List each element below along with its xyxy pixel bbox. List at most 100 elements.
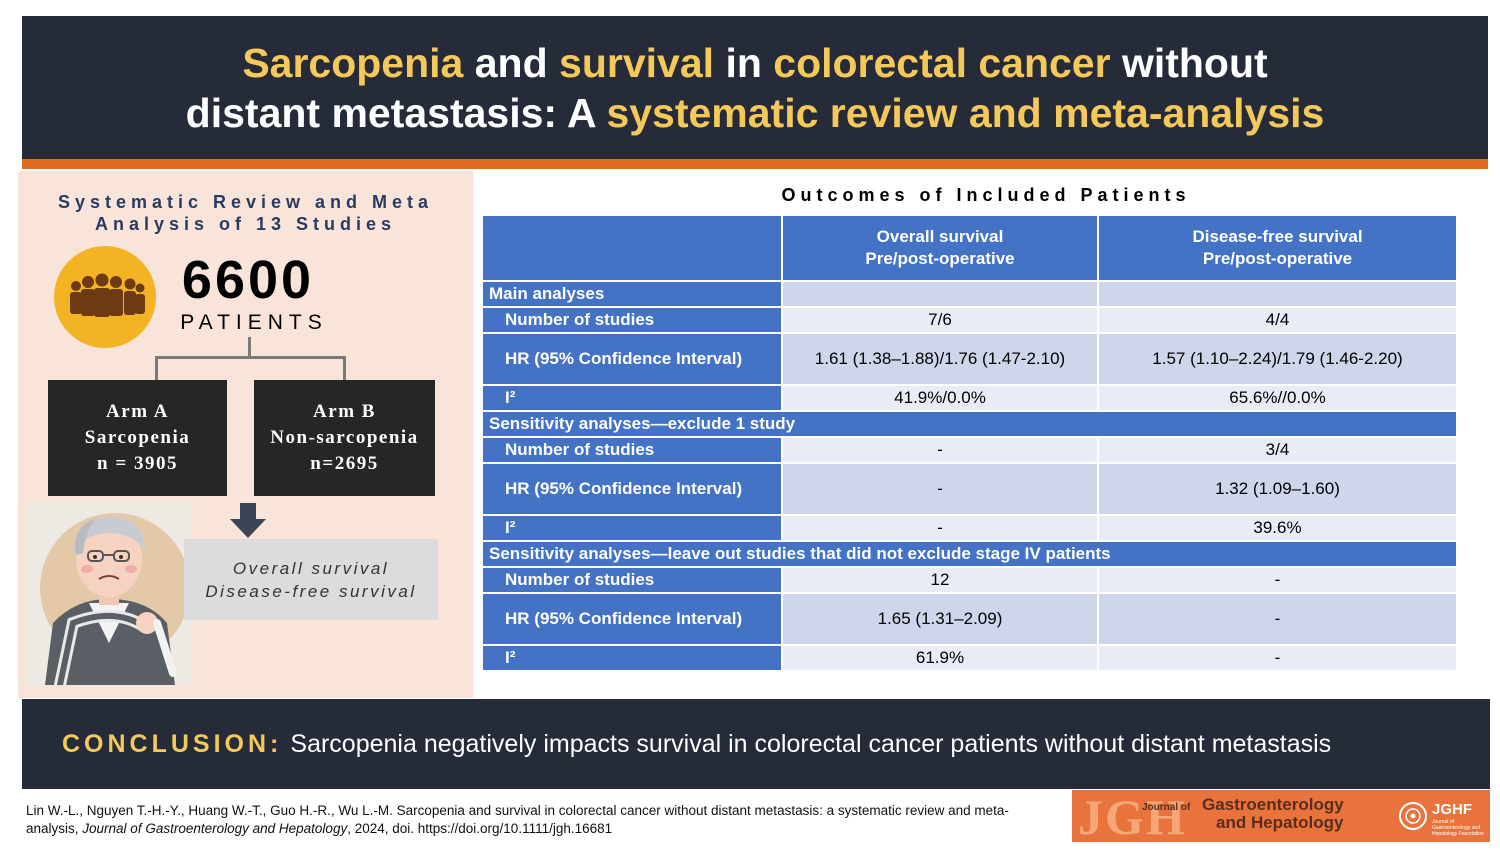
cell-overall-survival: 61.9% — [781, 644, 1099, 672]
jghf-logo-subtext: Journal of Gastroenterology and Hepatolo… — [1432, 819, 1484, 837]
row-label: Number of studies — [481, 566, 783, 594]
journal-logo: JGH Journal of Gastroenterology and Hepa… — [1072, 790, 1490, 842]
outcomes-box: Overall survival Disease-free survival — [184, 539, 438, 620]
section-title: Sensitivity analyses—leave out studies t… — [481, 540, 1458, 568]
table-row: I² 41.9%/0.0% 65.6%//0.0% — [481, 384, 1458, 412]
arm-a-n: n = 3905 — [97, 453, 178, 474]
header-blank-cell — [481, 214, 783, 282]
logo-name-line-1: Gastroenterology — [1202, 795, 1344, 814]
row-label: I² — [481, 384, 783, 412]
title-line-1: Sarcopenia and survival in colorectal ca… — [242, 38, 1267, 88]
row-label: HR (95% Confidence Interval) — [481, 462, 783, 516]
table-section-row: Main analyses — [481, 280, 1458, 308]
arm-a-title: Arm A — [106, 401, 169, 422]
patient-illustration — [25, 503, 192, 685]
cell-overall-survival: - — [781, 514, 1099, 542]
cell-disease-free-survival: - — [1097, 592, 1458, 646]
cell-disease-free-survival: 3/4 — [1097, 436, 1458, 464]
row-label: I² — [481, 644, 783, 672]
arm-b-box: Arm B Non-sarcopenia n=2695 — [254, 380, 435, 496]
title-text: and — [463, 39, 560, 86]
table-section-row: Sensitivity analyses—leave out studies t… — [481, 540, 1458, 568]
arm-b-title: Arm B — [313, 401, 376, 422]
outcome-disease-free-survival: Disease-free survival — [205, 581, 417, 601]
connector-left — [155, 356, 158, 380]
table-row: HR (95% Confidence Interval) 1.65 (1.31–2… — [481, 592, 1458, 646]
jgh-logo-letters: JGH — [1078, 790, 1187, 842]
cell-disease-free-survival: - — [1097, 644, 1458, 672]
table-row: I² -39.6% — [481, 514, 1458, 542]
table-row: I² 61.9% - — [481, 644, 1458, 672]
jghf-seal-icon — [1399, 802, 1427, 830]
review-title-line-2: Analysis of 13 Studies — [94, 214, 397, 234]
cell-disease-free-survival: 4/4 — [1097, 306, 1458, 334]
title-highlight: survival — [559, 39, 715, 86]
cell-disease-free-survival: 1.57 (1.10–2.24)/1.79 (1.46-2.20) — [1097, 332, 1458, 386]
divider-bar — [22, 159, 1488, 169]
cell-disease-free-survival: 39.6% — [1097, 514, 1458, 542]
study-overview-panel: Systematic Review and Meta Analysis of 1… — [18, 171, 473, 698]
table-row: HR (95% Confidence Interval) -1.32 (1.09–… — [481, 462, 1458, 516]
table-row: HR (95% Confidence Interval) 1.61 (1.38–1… — [481, 332, 1458, 386]
title-text: distant metastasis: A — [185, 89, 607, 136]
title-text: in — [714, 39, 774, 86]
table-header-row: Overall survival Pre/post-operative Dise… — [481, 214, 1458, 282]
cell-overall-survival: 7/6 — [781, 306, 1099, 334]
citation-journal: Journal of Gastroenterology and Hepatolo… — [82, 821, 348, 836]
cell-disease-free-survival: - — [1097, 566, 1458, 594]
cell-overall-survival: - — [781, 462, 1099, 516]
header-overall-survival: Overall survival Pre/post-operative — [781, 214, 1099, 282]
arm-b-group: Non-sarcopenia — [270, 427, 419, 448]
title-text: without — [1110, 39, 1268, 86]
header-dfs-line-1: Disease-free survival — [1192, 227, 1363, 246]
review-title-line-1: Systematic Review and Meta — [57, 192, 434, 212]
title-banner: Sarcopenia and survival in colorectal ca… — [22, 16, 1488, 159]
cell-disease-free-survival: 1.32 (1.09–1.60) — [1097, 462, 1458, 516]
table-body: Main analyses Number of studies 7/6 4/4 HR (… — [481, 280, 1458, 672]
patient-count: 6600 — [181, 250, 315, 310]
outcome-overall-survival: Overall survival — [232, 558, 390, 578]
section-blank-cell — [1097, 280, 1458, 308]
citation-doi: , 2024, doi. https://doi.org/10.1111/jgh… — [347, 821, 613, 836]
connector-right — [343, 356, 346, 380]
patient-count-label: PATIENTS — [180, 311, 328, 334]
citation-authors: Lin W.-L., Nguyen T.-H.-Y., Huang W.-T.,… — [26, 803, 1009, 836]
cell-disease-free-survival: 65.6%//0.0% — [1097, 384, 1458, 412]
table-section-row: Sensitivity analyses—exclude 1 study — [481, 410, 1458, 438]
cell-overall-survival: 1.65 (1.31–2.09) — [781, 592, 1099, 646]
row-label: HR (95% Confidence Interval) — [481, 592, 783, 646]
header-os-line-2: Pre/post-operative — [865, 249, 1015, 268]
section-blank-cell — [781, 280, 1099, 308]
people-group-icon — [54, 246, 156, 348]
title-highlight: colorectal cancer — [773, 39, 1111, 86]
logo-journal-of: Journal of — [1142, 802, 1191, 813]
arm-b-n: n=2695 — [310, 453, 379, 474]
arm-a-group: Sarcopenia — [84, 427, 191, 448]
connector-stem — [248, 337, 251, 358]
header-os-line-1: Overall survival — [876, 227, 1004, 246]
arrow-down-icon — [228, 503, 268, 544]
conclusion-banner: CONCLUSION: Sarcopenia negatively impact… — [22, 699, 1490, 789]
table-row: Number of studies -3/4 — [481, 436, 1458, 464]
outcomes-table: Overall survival Pre/post-operative Dise… — [481, 214, 1458, 672]
cell-overall-survival: 41.9%/0.0% — [781, 384, 1099, 412]
cell-overall-survival: - — [781, 436, 1099, 464]
connector-horizontal — [155, 356, 346, 359]
cell-overall-survival: 12 — [781, 566, 1099, 594]
row-label: HR (95% Confidence Interval) — [481, 332, 783, 386]
logo-name-line-2: and Hepatology — [1216, 813, 1344, 832]
table-row: Number of studies 7/6 4/4 — [481, 306, 1458, 334]
header-disease-free-survival: Disease-free survival Pre/post-operative — [1097, 214, 1458, 282]
arm-a-box: Arm A Sarcopenia n = 3905 — [48, 380, 227, 496]
section-title: Main analyses — [481, 280, 783, 308]
jghf-logo-text: JGHF — [1432, 801, 1473, 818]
citation: Lin W.-L., Nguyen T.-H.-Y., Huang W.-T.,… — [26, 802, 1056, 838]
conclusion-label: CONCLUSION: — [62, 729, 283, 758]
title-line-2: distant metastasis: A systematic review … — [186, 88, 1325, 138]
title-highlight: Sarcopenia — [242, 39, 464, 86]
table-title: Outcomes of Included Patients — [781, 185, 1191, 205]
table-row: Number of studies 12- — [481, 566, 1458, 594]
row-label: I² — [481, 514, 783, 542]
row-label: Number of studies — [481, 306, 783, 334]
row-label: Number of studies — [481, 436, 783, 464]
